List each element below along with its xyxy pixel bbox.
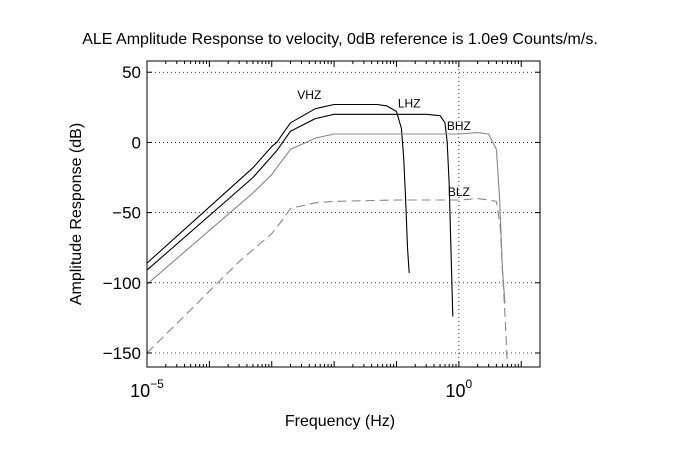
chart-title: ALE Amplitude Response to velocity, 0dB … <box>82 31 598 48</box>
y-tick-label: −100 <box>103 274 141 293</box>
series-lines <box>146 103 508 368</box>
series-label-lhz: LHZ <box>398 96 421 110</box>
series-line-bhz <box>146 132 506 304</box>
y-axis-label: Amplitude Response (dB) <box>68 123 85 305</box>
series-line-vhz <box>146 103 410 274</box>
y-tick-label: −150 <box>103 344 141 363</box>
series-label-vhz: VHZ <box>297 88 321 102</box>
y-tick-label: 0 <box>132 133 141 152</box>
plot-area <box>147 61 540 367</box>
series-label-bhz: BHZ <box>447 119 471 133</box>
x-tick-label: 10−5 <box>130 377 164 401</box>
series-label-blz: BLZ <box>448 185 470 199</box>
plot-frame <box>146 60 541 368</box>
series-annotations: VHZ LHZ BHZ BLZ <box>297 88 471 199</box>
series-line-lhz <box>146 113 454 317</box>
series-line-blz <box>146 198 508 368</box>
x-tick-label: 100 <box>445 377 472 401</box>
y-tick-label: −50 <box>112 204 141 223</box>
x-axis-label: Frequency (Hz) <box>285 413 395 430</box>
axis-ticks: 50 0 −50 −100 −150 10−5 100 <box>103 61 541 401</box>
y-tick-label: 50 <box>122 63 141 82</box>
